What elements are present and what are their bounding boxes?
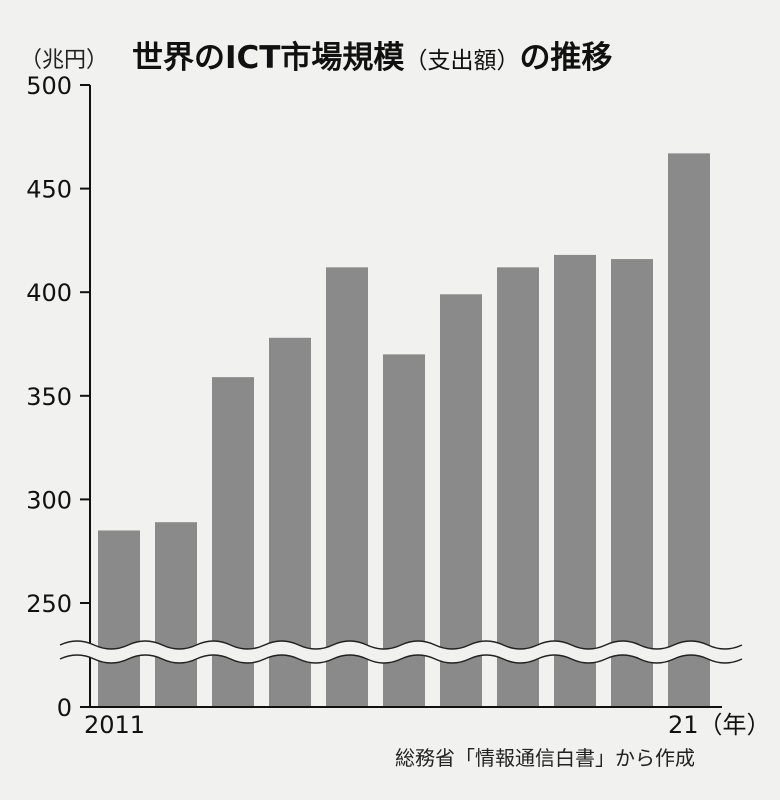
bar xyxy=(668,153,710,708)
chart-title: 世界のICT市場規模（支出額）の推移 xyxy=(132,32,612,77)
y-tick-label: 300 xyxy=(26,486,72,514)
x-tick-label: 21（年） xyxy=(668,711,771,739)
y-tick-label: 500 xyxy=(26,72,72,100)
chart-title-paren: （支出額） xyxy=(404,48,520,74)
bar xyxy=(497,267,539,707)
chart-title-tail: の推移 xyxy=(519,40,613,76)
y-tick-label: 350 xyxy=(26,383,72,411)
bar xyxy=(611,259,653,707)
bar xyxy=(155,522,197,707)
axis-break-line-top xyxy=(59,640,743,650)
y-tick-label: 250 xyxy=(26,590,72,618)
axis-break-line-bottom xyxy=(59,654,743,664)
x-tick-label: 2011 xyxy=(84,711,145,739)
bar xyxy=(554,254,596,708)
axis-break-band xyxy=(60,641,742,663)
y-tick-label: 0 xyxy=(57,694,72,722)
source-note: 総務省「情報通信白書」から作成 xyxy=(395,746,695,770)
y-unit-label: （兆円） xyxy=(20,48,109,73)
bar xyxy=(326,267,368,707)
chart-title-main: 世界のICT市場規模 xyxy=(132,40,405,76)
bar xyxy=(440,294,482,707)
chart-header: （兆円） 世界のICT市場規模（支出額）の推移 xyxy=(0,28,780,88)
y-tick-label: 400 xyxy=(26,279,72,307)
bar xyxy=(98,530,140,707)
y-tick-label: 450 xyxy=(26,176,72,204)
